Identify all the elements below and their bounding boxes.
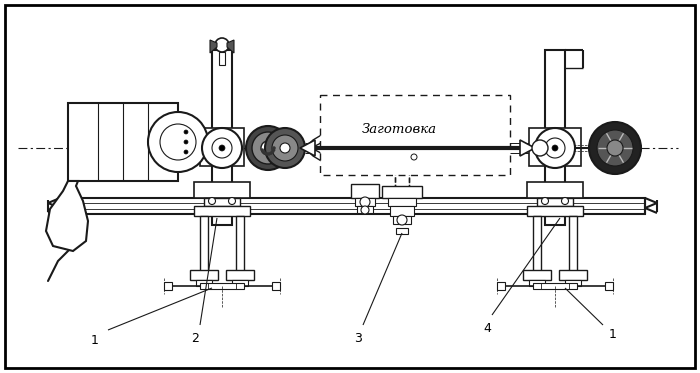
Text: 3: 3 [354, 332, 362, 345]
Circle shape [160, 124, 196, 160]
Bar [236, 216, 244, 274]
Bar [396, 228, 408, 234]
Bar [60, 198, 645, 214]
Bar [212, 50, 232, 225]
Circle shape [202, 128, 242, 168]
Circle shape [272, 147, 276, 150]
Circle shape [361, 206, 369, 214]
Circle shape [184, 150, 188, 154]
Circle shape [265, 128, 305, 168]
Circle shape [215, 38, 229, 52]
Circle shape [148, 112, 208, 172]
Bar [219, 52, 225, 65]
Circle shape [246, 126, 290, 170]
Bar [497, 282, 505, 290]
Circle shape [209, 197, 216, 204]
Circle shape [261, 148, 264, 151]
Text: Заготовка: Заготовка [363, 123, 438, 136]
Circle shape [542, 197, 549, 204]
Bar [605, 282, 613, 290]
Polygon shape [520, 140, 535, 156]
Circle shape [272, 135, 298, 161]
Polygon shape [305, 148, 327, 162]
Circle shape [561, 197, 568, 204]
Bar [559, 270, 587, 280]
Circle shape [397, 215, 407, 225]
Polygon shape [46, 181, 88, 251]
Bar [388, 198, 416, 206]
Bar [565, 280, 581, 286]
Circle shape [597, 130, 633, 166]
Bar [393, 216, 411, 224]
Bar [390, 206, 414, 216]
Circle shape [184, 130, 188, 134]
Bar [382, 186, 422, 198]
Bar [357, 206, 373, 213]
Bar [529, 128, 581, 166]
Bar [523, 270, 551, 280]
Circle shape [261, 141, 275, 155]
Bar [537, 198, 573, 206]
Text: 2: 2 [191, 332, 199, 345]
Circle shape [607, 140, 623, 156]
Bar [68, 103, 178, 181]
Bar [533, 283, 577, 289]
Bar [569, 216, 577, 274]
Circle shape [280, 143, 290, 153]
Bar [194, 206, 250, 216]
Bar [409, 153, 419, 161]
Circle shape [252, 132, 284, 164]
Bar [200, 216, 208, 274]
Bar [194, 182, 250, 198]
Bar [200, 283, 244, 289]
Bar [272, 282, 280, 290]
Bar [190, 270, 218, 280]
Bar [355, 198, 375, 206]
Bar [232, 280, 248, 286]
Polygon shape [227, 40, 234, 53]
Circle shape [272, 148, 275, 151]
Circle shape [589, 122, 641, 174]
Text: 1: 1 [609, 329, 617, 342]
Bar [226, 270, 254, 280]
Circle shape [545, 138, 565, 158]
Circle shape [262, 150, 265, 153]
Circle shape [271, 150, 274, 153]
Polygon shape [210, 40, 217, 53]
Bar [533, 216, 541, 274]
Bar [164, 282, 172, 290]
Circle shape [212, 138, 232, 158]
Bar [176, 124, 198, 160]
Circle shape [263, 152, 267, 155]
Polygon shape [305, 134, 327, 148]
Text: 4: 4 [483, 322, 491, 335]
Circle shape [552, 145, 558, 151]
Circle shape [219, 145, 225, 151]
Circle shape [267, 153, 270, 156]
Circle shape [265, 153, 269, 156]
Bar [527, 182, 583, 198]
Circle shape [228, 197, 235, 204]
Bar [527, 206, 583, 216]
Text: 1: 1 [91, 333, 99, 347]
Bar [397, 118, 407, 206]
Bar [545, 50, 565, 225]
Polygon shape [300, 140, 315, 156]
Bar [320, 95, 510, 175]
Circle shape [535, 128, 575, 168]
Bar [196, 280, 212, 286]
Circle shape [360, 197, 370, 207]
Bar [351, 184, 379, 198]
Bar [395, 118, 409, 206]
Bar [204, 198, 240, 206]
Bar [200, 128, 244, 166]
Bar [529, 280, 545, 286]
Circle shape [411, 154, 417, 160]
Circle shape [184, 140, 188, 144]
Circle shape [532, 140, 548, 156]
Circle shape [270, 152, 272, 155]
